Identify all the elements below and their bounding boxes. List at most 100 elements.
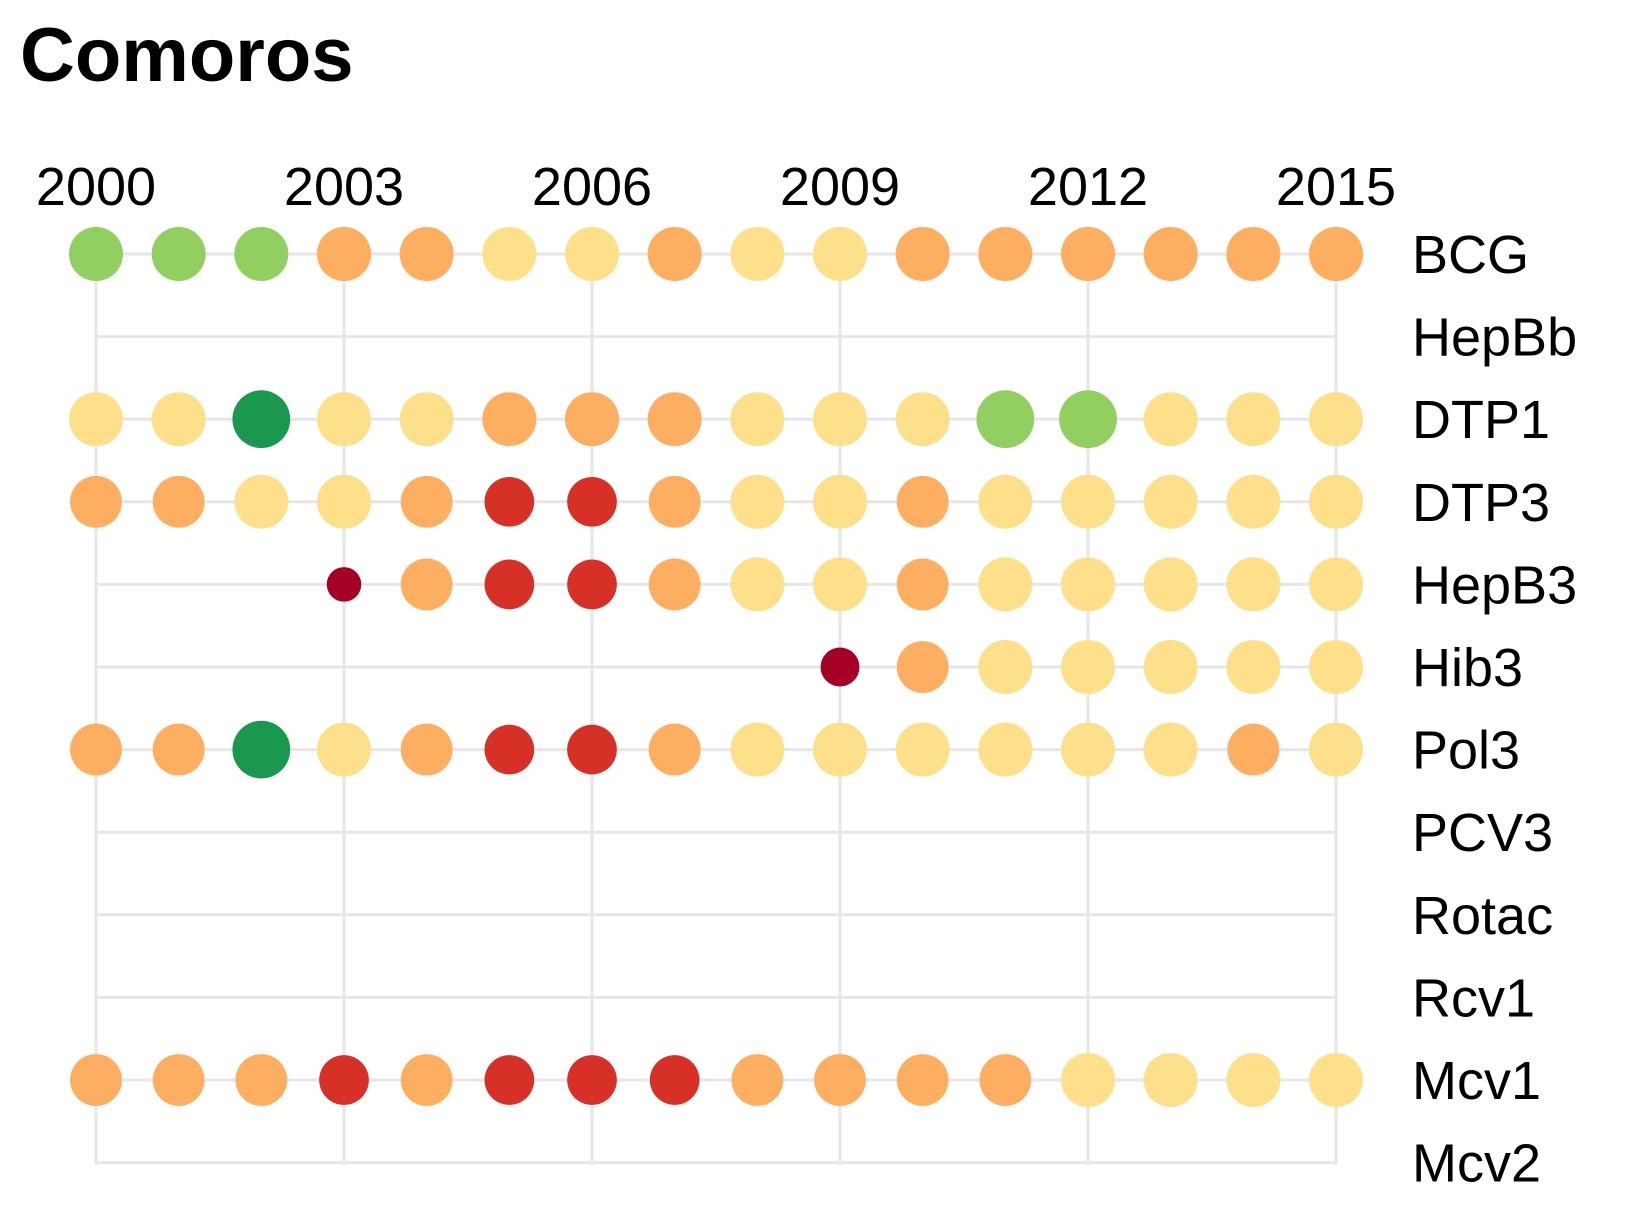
dot-mcv1-2012	[1061, 1053, 1115, 1107]
dot-bcg-2002	[234, 227, 289, 281]
dot-hepb3-2008	[730, 557, 785, 612]
dot-pol3-2011	[978, 722, 1033, 777]
dot-hib3-2014	[1226, 640, 1281, 694]
dot-pol3-2014	[1227, 723, 1280, 776]
dot-dtp3-2010	[896, 475, 949, 528]
dot-dtp3-2015	[1309, 474, 1363, 529]
dot-mcv1-2009	[814, 1054, 866, 1106]
dot-dtp3-2006	[567, 476, 617, 527]
dot-mcv1-2015	[1309, 1053, 1363, 1107]
dot-mcv1-2010	[896, 1054, 949, 1106]
dot-mcv1-2000	[70, 1054, 122, 1106]
dot-bcg-2012	[1061, 227, 1115, 281]
dot-mcv1-2003	[319, 1055, 369, 1105]
dot-pol3-2007	[648, 723, 701, 776]
dot-hepb3-2006	[567, 559, 617, 610]
dot-dtp1-2012	[1059, 390, 1117, 449]
dot-dtp1-2015	[1309, 392, 1363, 447]
x-tick-label-2000: 2000	[36, 157, 156, 217]
dot-bcg-2014	[1226, 227, 1281, 281]
dot-hepb3-2004	[400, 558, 453, 611]
dot-dtp1-2009	[813, 392, 867, 447]
row-label-hepb3: HepB3	[1412, 555, 1577, 615]
dot-pol3-2009	[813, 722, 867, 777]
dot-dtp1-2014	[1226, 392, 1281, 447]
dot-hepb3-2007	[648, 558, 701, 611]
dot-dtp1-2003	[317, 392, 371, 447]
dot-pol3-2010	[895, 722, 950, 777]
dot-bcg-2010	[895, 227, 950, 281]
dot-hib3-2015	[1309, 640, 1363, 694]
dot-hib3-2013	[1143, 640, 1198, 694]
row-label-pol3: Pol3	[1412, 721, 1520, 781]
row-labels: BCG HepBb DTP1 DTP3 HepB3 Hib3 Pol3 PCV3 Rotac Rc…	[1412, 225, 1577, 1194]
dot-dtp3-2001	[152, 475, 205, 528]
dot-hib3-2011	[978, 640, 1033, 694]
dot-bcg-2008	[730, 227, 785, 281]
dot-bcg-2005	[482, 227, 537, 281]
dot-dtp1-2006	[565, 392, 619, 447]
dot-dtp3-2005	[484, 476, 535, 527]
dot-dtp3-2007	[648, 475, 701, 528]
row-label-dtp1: DTP1	[1412, 390, 1550, 450]
dot-hepb3-2012	[1061, 557, 1115, 612]
dot-hib3-2010	[896, 641, 949, 693]
dot-dtp3-2012	[1061, 474, 1115, 529]
dot-dtp1-2007	[647, 392, 702, 447]
dot-mcv1-2008	[731, 1054, 784, 1106]
dots-layer	[69, 227, 1363, 1107]
dot-pol3-2015	[1309, 722, 1363, 777]
dot-pol3-2012	[1061, 722, 1115, 777]
dot-pol3-2000	[70, 723, 122, 776]
row-label-pcv3: PCV3	[1412, 803, 1553, 863]
row-label-mcv1: Mcv1	[1412, 1051, 1541, 1111]
row-label-hib3: Hib3	[1412, 638, 1523, 698]
dot-hepb3-2013	[1143, 557, 1198, 612]
dot-mcv1-2002	[235, 1054, 288, 1106]
dot-pol3-2006	[567, 724, 617, 775]
dot-dtp3-2009	[813, 474, 867, 529]
dot-mcv1-2005	[484, 1055, 535, 1105]
dot-mcv1-2006	[567, 1055, 617, 1105]
dot-hepb3-2005	[484, 559, 535, 610]
dot-hib3-2012	[1061, 640, 1115, 694]
row-label-mcv2: Mcv2	[1412, 1134, 1541, 1194]
dot-dtp3-2014	[1226, 474, 1281, 529]
dot-bcg-2015	[1309, 227, 1363, 281]
dot-dtp3-2011	[978, 474, 1033, 529]
dot-bcg-2004	[399, 227, 454, 281]
dot-dtp3-2002	[234, 474, 289, 529]
dot-dtp1-2010	[895, 392, 950, 447]
dot-hib3-2009	[820, 647, 860, 687]
dot-pol3-2002	[232, 720, 291, 779]
dot-dtp1-2005	[482, 392, 537, 447]
dot-bcg-2009	[813, 227, 867, 281]
dot-mcv1-2014	[1226, 1053, 1281, 1107]
x-tick-label-2015: 2015	[1276, 157, 1396, 217]
dot-dtp1-2000	[69, 392, 123, 447]
dot-bcg-2007	[647, 227, 702, 281]
dot-hepb3-2014	[1226, 557, 1281, 612]
dot-dtp1-2001	[151, 392, 206, 447]
x-tick-label-2003: 2003	[284, 157, 404, 217]
dot-dtp1-2002	[232, 390, 291, 449]
row-label-hepbb: HepBb	[1412, 308, 1577, 368]
dot-dtp1-2008	[730, 392, 785, 447]
dot-hepb3-2010	[896, 558, 949, 611]
dot-dtp3-2004	[400, 475, 453, 528]
x-tick-label-2006: 2006	[532, 157, 652, 217]
dot-pol3-2001	[152, 723, 205, 776]
dot-mcv1-2001	[152, 1054, 205, 1106]
dot-bcg-2006	[565, 227, 619, 281]
dot-pol3-2004	[400, 723, 453, 776]
chart-title: Comoros	[20, 13, 354, 98]
dot-hepb3-2003	[326, 567, 362, 602]
x-tick-labels: 2000 2003 2006 2009 2012 2015	[36, 157, 1396, 217]
dot-mcv1-2007	[649, 1055, 700, 1105]
dot-pol3-2008	[730, 722, 785, 777]
dot-mcv1-2013	[1143, 1053, 1198, 1107]
dot-dtp3-2003	[317, 474, 371, 529]
dot-dtp3-2013	[1143, 474, 1198, 529]
dot-bcg-2001	[151, 227, 206, 281]
